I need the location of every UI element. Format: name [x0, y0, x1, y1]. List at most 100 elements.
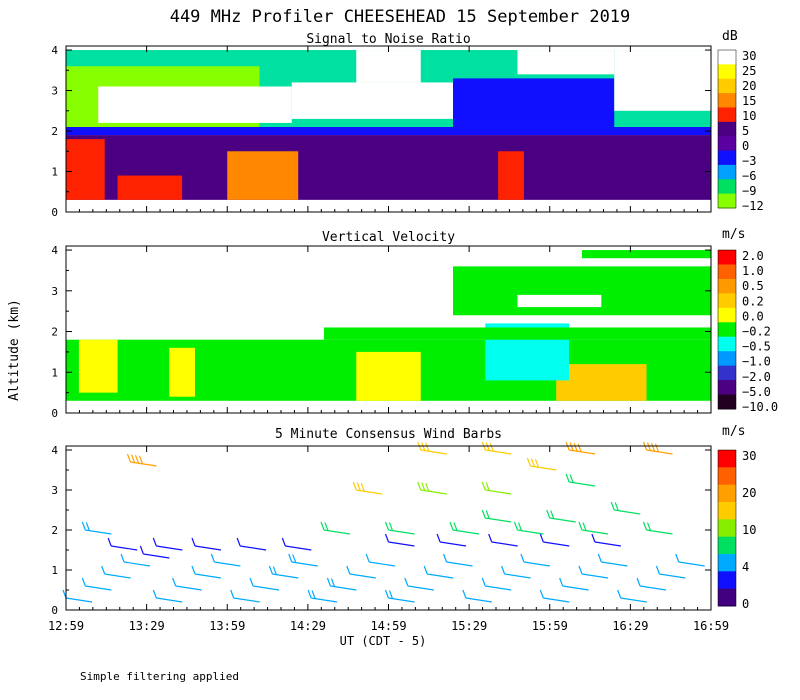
wind-barb	[210, 553, 241, 567]
colorbar-swatch	[718, 519, 736, 538]
y-tick-label: 1	[51, 564, 58, 577]
vertical-velocity-panel: Vertical Velocity 0 1 2 3 4 2.01.00.50.20.0 −0.…	[51, 227, 778, 420]
wind-barb	[442, 553, 473, 567]
heatmap-region	[78, 339, 118, 393]
wind-barb	[152, 537, 183, 551]
colorbar-label: −2.0	[742, 370, 771, 384]
heatmap-region	[582, 250, 711, 259]
heatmap-region	[291, 82, 453, 119]
colorbar-label: 30	[742, 449, 756, 463]
heatmap-region	[98, 86, 292, 123]
y-tick-label: 0	[51, 206, 58, 219]
wind-barb	[152, 589, 183, 603]
colorbar-swatch	[718, 293, 736, 309]
wind-barb	[488, 533, 518, 547]
y-tick-label: 3	[51, 85, 58, 98]
colorbar-label: −10.0	[742, 400, 778, 414]
wind-barb	[384, 533, 415, 547]
colorbar-swatch	[718, 164, 736, 180]
plot-area	[66, 446, 711, 610]
wind-barb	[191, 537, 222, 551]
wind-barb	[384, 589, 415, 603]
x-axis-ticks: 12:59 13:29 13:59 14:29 14:59 15:29 15:59 16:29…	[48, 619, 729, 633]
colorbar-swatch	[718, 136, 736, 152]
y-tick-label: 1	[51, 166, 58, 179]
colorbar-swatch	[718, 536, 736, 555]
y-tick-label: 0	[51, 604, 58, 617]
wind-barb	[481, 577, 512, 591]
y-tick-label: 2	[51, 125, 58, 138]
heatmap-region	[453, 266, 711, 316]
colorbar-swatch	[718, 394, 736, 410]
x-tick-label: 13:29	[129, 619, 165, 633]
colorbar-label: 10	[742, 523, 756, 537]
x-tick-label: 16:29	[612, 619, 648, 633]
y-tick-label: 3	[51, 285, 58, 298]
wind-barb	[642, 521, 673, 535]
y-tick-label: 2	[51, 524, 58, 537]
wind-barb	[249, 577, 280, 591]
colorbar-label: 0.5	[742, 279, 764, 293]
colorbar-label: −3	[742, 154, 756, 168]
colorbar-label: 20	[742, 79, 756, 93]
x-tick-label: 13:59	[209, 619, 245, 633]
panel-title: 5 Minute Consensus Wind Barbs	[275, 427, 502, 442]
x-tick-label: 14:29	[290, 619, 326, 633]
colorbar-swatch	[718, 450, 736, 468]
wind-barb	[462, 589, 492, 603]
wind-barb	[139, 545, 170, 559]
y-tick-label: 2	[51, 326, 58, 339]
colorbar-swatch	[718, 467, 736, 486]
colorbar-label: 5	[742, 124, 749, 138]
y-tick-label: 0	[51, 407, 58, 420]
colorbar-swatch	[718, 307, 736, 323]
colorbar-swatch	[718, 264, 736, 280]
colorbar-swatch	[718, 571, 736, 590]
colorbar-swatch	[718, 278, 736, 294]
wind-barb	[610, 501, 641, 515]
x-tick-label: 12:59	[48, 619, 84, 633]
wind-barb	[520, 553, 551, 567]
wind-barb	[236, 537, 267, 551]
colorbar-label: −1.0	[742, 355, 771, 369]
heatmap-region	[356, 351, 421, 401]
wind-barb	[423, 565, 454, 579]
colorbar-swatch	[718, 502, 736, 520]
panel-title: Vertical Velocity	[322, 230, 455, 245]
colorbar-swatch	[718, 250, 736, 265]
colorbar-swatch	[718, 64, 736, 80]
colorbar-swatch	[718, 588, 736, 607]
colorbar-units: dB	[722, 29, 738, 44]
wind-barb	[578, 521, 609, 535]
wind-barb	[107, 537, 138, 551]
wind-barb	[481, 481, 512, 495]
heatmap-region	[614, 50, 711, 111]
x-tick-label: 14:59	[370, 619, 406, 633]
heatmap-region	[117, 175, 183, 200]
wind-barb	[501, 565, 531, 579]
wind-barb	[326, 577, 357, 591]
colorbar-label: −0.5	[742, 340, 771, 354]
heatmap-region	[66, 139, 105, 200]
wind-barb	[281, 537, 312, 551]
colorbar-swatch	[718, 121, 736, 137]
wind-barb	[191, 565, 222, 579]
colorbar-label: −5.0	[742, 385, 771, 399]
colorbar-units: m/s	[722, 227, 745, 242]
wind-barb	[307, 589, 338, 603]
wind-barb	[436, 533, 467, 547]
colorbar-swatch	[718, 78, 736, 94]
heatmap-region	[498, 151, 524, 200]
colorbar-label: 25	[742, 64, 756, 78]
heatmap-region	[169, 347, 195, 397]
colorbar-swatch	[718, 484, 736, 503]
colorbar-swatch	[718, 50, 736, 65]
y-tick-label: 4	[51, 244, 58, 257]
wind-barb	[404, 577, 434, 591]
colorbar-label: 0	[742, 597, 749, 611]
colorbar-label: 10	[742, 109, 756, 123]
wind-barb	[591, 533, 621, 547]
wind-barb	[636, 577, 667, 591]
